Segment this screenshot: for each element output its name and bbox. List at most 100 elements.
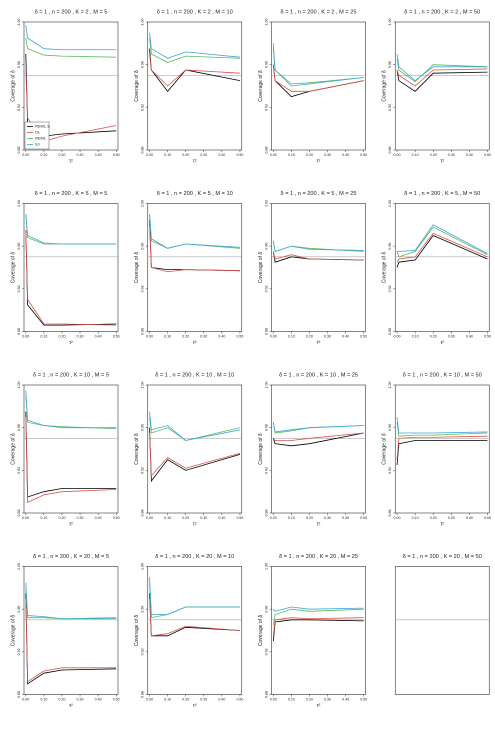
plot-frame (147, 203, 243, 332)
y-tick-label: 0.88 (264, 147, 268, 154)
x-tick-label: 0.30 (448, 153, 455, 157)
series-line (25, 416, 117, 503)
legend-label: SJ (35, 142, 40, 147)
x-tick-label: 0.50 (360, 153, 367, 157)
y-tick-label: 0.88 (264, 328, 268, 335)
x-tick-label: 0.00 (394, 153, 401, 157)
series-line (25, 25, 117, 51)
y-tick-label: 0.92 (264, 285, 268, 292)
y-tick-label: 0.96 (388, 61, 392, 68)
y-tick-label: 0.96 (264, 243, 268, 250)
x-axis-label: τ² (69, 158, 73, 164)
y-tick-label: 0.88 (141, 328, 145, 335)
y-tick-label: 0.92 (264, 648, 268, 655)
series-line (272, 432, 364, 447)
x-tick-label: 0.00 (22, 334, 29, 338)
plot-frame (271, 21, 366, 151)
y-tick-label: 0.96 (17, 606, 21, 613)
series-line (149, 432, 241, 477)
y-tick-label: 0.96 (388, 424, 392, 431)
panel-title: δ = 1 , n = 200 , K = 2 , M = 25 (281, 9, 357, 15)
series-line (25, 214, 117, 245)
y-tick-label: 1.00 (141, 563, 145, 570)
x-tick-label: 0.50 (484, 516, 491, 520)
x-tick-label: 0.40 (218, 153, 225, 157)
panel-title: δ = 1 , n = 200 , K = 5 , M = 10 (157, 191, 233, 197)
legend-label: REML (35, 136, 47, 141)
y-tick-label: 0.96 (264, 606, 268, 613)
x-axis-label: τ² (440, 521, 444, 527)
y-tick-label: 1.00 (141, 382, 145, 389)
plot-frame (147, 566, 243, 695)
x-tick-label: 0.10 (412, 516, 419, 520)
y-axis-label: Coverage of δ (258, 70, 264, 102)
x-tick-label: 0.50 (484, 334, 491, 338)
plot-frame (394, 566, 490, 695)
y-tick-label: 0.92 (141, 648, 145, 655)
x-tick-label: 0.20 (430, 153, 437, 157)
x-tick-label: 0.40 (466, 334, 473, 338)
x-tick-label: 0.10 (288, 153, 295, 157)
panel-title: δ = 1 , n = 200 , K = 20 , M = 5 (33, 554, 109, 560)
y-tick-label: 0.96 (17, 424, 21, 431)
x-tick-label: 0.20 (182, 334, 189, 338)
series-line (25, 37, 117, 58)
series-line (149, 224, 240, 273)
x-tick-label: 0.20 (58, 697, 65, 701)
series-line (273, 432, 364, 441)
x-tick-label: 0.20 (430, 516, 437, 520)
x-tick-label: 0.50 (236, 334, 243, 338)
series-line (272, 43, 364, 85)
series-line (149, 427, 241, 483)
x-tick-label: 0.40 (218, 334, 225, 338)
y-tick-label: 1.00 (141, 19, 145, 26)
y-tick-label: 0.88 (17, 691, 21, 698)
y-tick-label: 1.00 (17, 382, 21, 389)
y-axis-label: Coverage of δ (134, 433, 140, 465)
y-tick-label: 1.00 (264, 382, 268, 389)
series-line (396, 440, 488, 466)
panel-title: δ = 1 , n = 200 , K = 20 , M = 50 (403, 554, 482, 560)
x-tick-label: 0.40 (95, 153, 102, 157)
x-tick-label: 0.20 (306, 153, 313, 157)
x-tick-label: 0.20 (58, 153, 65, 157)
series-line (149, 598, 240, 637)
y-axis-label: Coverage of δ (382, 433, 388, 465)
series-line (396, 232, 488, 263)
x-tick-label: 0.50 (360, 516, 367, 520)
series-line (396, 435, 488, 460)
series-line (396, 226, 488, 258)
x-tick-label: 0.10 (412, 334, 419, 338)
series-line (396, 416, 488, 434)
series-line (272, 617, 364, 636)
series-line (25, 230, 117, 326)
y-axis-label: Coverage of δ (134, 252, 140, 284)
y-tick-label: 0.88 (388, 147, 392, 154)
series-line (272, 608, 364, 626)
y-tick-label: 0.88 (141, 691, 145, 698)
plot-frame (23, 384, 119, 514)
y-tick-label: 0.96 (17, 61, 21, 68)
x-axis-label: τ² (317, 703, 321, 709)
y-tick-label: 1.00 (264, 200, 268, 207)
y-axis-label: Coverage of δ (134, 615, 140, 647)
y-tick-label: 0.88 (17, 328, 21, 335)
x-tick-label: 0.30 (200, 697, 207, 701)
x-tick-label: 0.20 (430, 334, 437, 338)
panel-title: δ = 1 , n = 200 , K = 10 , M = 5 (33, 372, 109, 378)
y-tick-label: 1.00 (388, 19, 392, 26)
y-tick-label: 1.00 (264, 563, 268, 570)
x-tick-label: 0.40 (218, 697, 225, 701)
y-tick-label: 0.96 (141, 606, 145, 613)
x-tick-label: 0.00 (270, 334, 277, 338)
x-tick-label: 0.40 (342, 153, 349, 157)
panel-title: δ = 1 , n = 200 , K = 2 , M = 50 (404, 9, 480, 15)
x-tick-label: 0.20 (182, 697, 189, 701)
series-line (149, 48, 241, 92)
y-axis-label: Coverage of δ (10, 252, 16, 284)
x-tick-label: 0.40 (466, 516, 473, 520)
x-tick-label: 0.20 (306, 334, 313, 338)
x-tick-label: 0.40 (95, 516, 102, 520)
series-line (149, 577, 240, 615)
